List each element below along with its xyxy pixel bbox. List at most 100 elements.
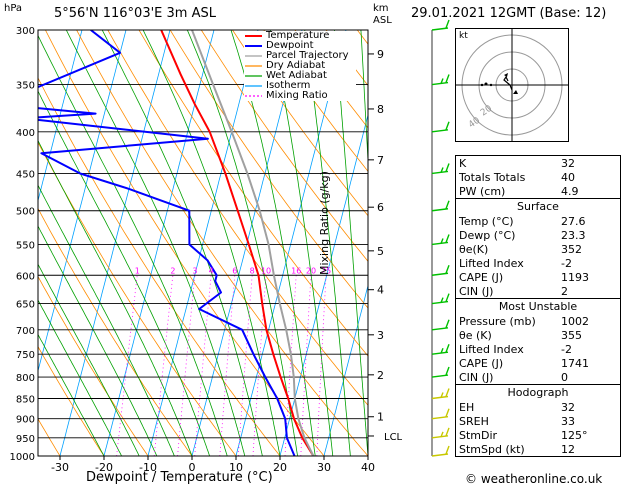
wet-adiabat-line — [38, 333, 105, 456]
row-value: 32 — [561, 156, 575, 170]
row-label: EH — [459, 400, 475, 414]
row-value: 27.6 — [561, 214, 586, 228]
pressure-tick-label: 400 — [16, 128, 35, 139]
wet-adiabat-line — [65, 30, 246, 456]
height-tick-label: 4 — [377, 284, 384, 297]
legend-item: Dewpoint — [244, 41, 356, 51]
hodograph-unit: kt — [459, 31, 468, 41]
wind-barb-icon — [431, 388, 450, 400]
legend-item: Temperature — [244, 31, 356, 41]
legend-swatch — [245, 55, 262, 57]
pressure-tick-label: 450 — [16, 169, 35, 180]
legend-label: Isotherm — [266, 80, 311, 91]
legend-label: Dry Adiabat — [266, 60, 326, 71]
mixing-ratio-label: 10 — [261, 266, 271, 275]
legend-label: Wet Adiabat — [266, 70, 327, 81]
unstable-title: Most Unstable — [498, 300, 578, 313]
height-tick-label: 5 — [377, 245, 384, 258]
hodograph: kt 40 20 — [455, 28, 569, 142]
km-label: km — [373, 3, 389, 14]
wind-barb-icon — [431, 366, 450, 378]
temperature-tick-label: -30 — [51, 461, 69, 474]
hodograph-arrow-icon — [504, 73, 508, 77]
temperature-tick-label: -10 — [139, 461, 157, 474]
legend-label: Parcel Trajectory — [266, 50, 349, 61]
table-row: StmSpd (kt) 12 — [456, 442, 621, 457]
row-label: Totals Totals — [459, 170, 526, 184]
pressure-tick-label: 300 — [16, 26, 35, 37]
mixing-ratio-line — [252, 275, 267, 456]
wind-barb-icon — [431, 408, 450, 420]
legend-item: Wet Adiabat — [244, 71, 356, 81]
table-row: Totals Totals 40 — [456, 170, 621, 184]
wind-barb-icon — [431, 121, 450, 133]
isotherm-line — [59, 30, 171, 456]
mixing-ratio-line — [219, 275, 236, 456]
copyright: © weatheronline.co.uk — [465, 472, 603, 486]
isotherm-line — [38, 30, 83, 203]
isotherm-line — [103, 30, 215, 456]
pressure-tick-label: 650 — [16, 300, 35, 311]
wind-barb-icon — [431, 343, 450, 355]
legend-swatch — [245, 95, 262, 97]
legend-swatch — [245, 75, 262, 77]
wind-barb-icon — [431, 19, 450, 31]
row-value: 352 — [561, 242, 582, 256]
height-tick-label: 1 — [377, 411, 384, 424]
table-row: Dewp (°C) 23.3 — [456, 228, 621, 242]
row-value: 23.3 — [561, 228, 586, 242]
dry-adiabat-line — [38, 345, 105, 456]
temperature-line — [160, 30, 315, 456]
table-row: SREH 33 — [456, 414, 621, 428]
legend-label: Temperature — [266, 30, 330, 41]
temperature-tick-label: 0 — [189, 461, 196, 474]
mixing-ratio-line — [116, 275, 138, 456]
wet-adiabat-line — [360, 30, 368, 168]
indices-table: K 32 Totals Totals 40 PW (cm) 4.9 — [455, 155, 621, 199]
pressure-tick-label: 750 — [16, 350, 35, 361]
pressure-tick-label: 900 — [16, 415, 35, 426]
legend-item: Dry Adiabat — [244, 61, 356, 71]
storm-motion-icon — [513, 90, 518, 94]
asl-label: ASL — [373, 15, 392, 26]
pressure-tick-label: 500 — [16, 207, 35, 218]
row-value: 4.9 — [561, 184, 579, 198]
temperature-tick-label: 10 — [229, 461, 243, 474]
mixing-ratio-axis-label: Mixing Ratio (g/kg) — [318, 171, 331, 275]
temperature-ticks: -30 -20 -10 0 10 20 30 40 — [51, 456, 375, 474]
table-row: Pressure (mb) 1002 — [456, 314, 621, 328]
mixing-ratio-line — [237, 275, 253, 456]
pressure-tick-label: 600 — [16, 271, 35, 282]
legend-swatch — [245, 85, 262, 87]
pressure-tick-label: 850 — [16, 394, 35, 405]
row-label: Dewp (°C) — [459, 228, 516, 242]
legend-swatch — [245, 65, 262, 67]
legend-swatch — [245, 45, 262, 47]
table-row: Lifted Index -2 — [456, 342, 621, 356]
legend-label: Mixing Ratio — [266, 90, 328, 101]
pressure-tick-label: 950 — [16, 434, 35, 445]
table-row: CAPE (J) 1193 — [456, 270, 621, 284]
wind-barb-icon — [431, 234, 450, 246]
table-row: CIN (J) 2 — [456, 284, 621, 299]
surface-title: Surface — [517, 200, 559, 213]
row-label: StmDir — [459, 428, 498, 442]
wind-barb-icon — [431, 74, 450, 86]
wind-barb-icon — [431, 293, 450, 305]
row-label: K — [459, 156, 467, 170]
series-layer — [38, 30, 315, 456]
dry-adiabat-line — [38, 77, 281, 456]
wind-barb-icon — [431, 319, 450, 331]
row-value: 1002 — [561, 314, 589, 328]
hodograph-trace — [503, 75, 513, 91]
table-row: PW (cm) 4.9 — [456, 184, 621, 199]
row-value: 125° — [561, 428, 588, 442]
pressure-ticks: 300 350 400 450 500 550 600 650 700 750 800 850 900 9… — [10, 26, 35, 463]
legend-item: Parcel Trajectory — [244, 51, 356, 61]
row-label: θe (K) — [459, 328, 492, 342]
row-value: 40 — [561, 170, 575, 184]
temperature-tick-label: 30 — [317, 461, 331, 474]
temperature-tick-label: 20 — [273, 461, 287, 474]
row-label: Lifted Index — [459, 342, 524, 356]
